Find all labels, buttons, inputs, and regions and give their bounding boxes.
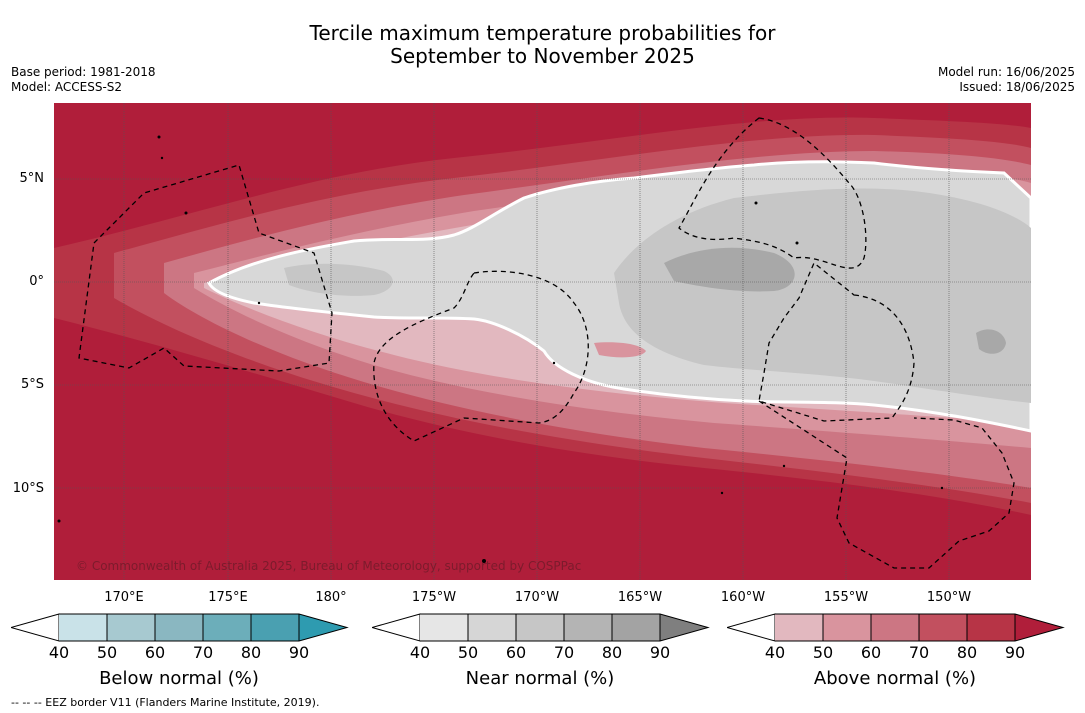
- lat-label-5n: 5°N: [19, 171, 45, 186]
- lat-label-10s: 10°S: [12, 481, 44, 496]
- above-normal-colorbar: [727, 613, 1065, 642]
- near-normal-swatch-40: [420, 614, 468, 641]
- near-tick-50: 50: [457, 643, 479, 662]
- lon-label-170e: 170°E: [104, 590, 144, 605]
- near-normal-title: Near normal (%): [465, 668, 615, 689]
- near-tick-60: 60: [505, 643, 527, 662]
- below-normal-swatch-40: [59, 614, 107, 641]
- near-normal-70-region: [664, 247, 795, 292]
- model-run: Model run: 16/06/2025: [937, 65, 1075, 79]
- island-marks: [57, 135, 944, 563]
- near-normal-extend-max: [660, 614, 708, 641]
- below-tick-70: 70: [192, 643, 214, 662]
- lon-label-175e: 175°E: [208, 590, 248, 605]
- map-title: Tercile maximum temperature probabilitie…: [0, 22, 1085, 68]
- above-normal-inset: [594, 342, 646, 358]
- lat-label-0: 0°: [29, 274, 44, 289]
- below-normal-extend-min: [11, 613, 60, 642]
- above-tick-40: 40: [764, 643, 786, 662]
- near-tick-90: 90: [649, 643, 671, 662]
- near-tick-70: 70: [553, 643, 575, 662]
- near-normal-swatch-80: [612, 614, 660, 641]
- lon-label-170w: 170°W: [514, 590, 560, 605]
- near-tick-40: 40: [409, 643, 431, 662]
- above-tick-60: 60: [860, 643, 882, 662]
- above-tick-80: 80: [956, 643, 978, 662]
- issued-date: Issued: 18/06/2025: [959, 80, 1075, 94]
- near-normal-60-region-west: [284, 263, 393, 296]
- below-normal-swatch-70: [203, 614, 251, 641]
- meta-right: Model run: 16/06/2025 Issued: 18/06/2025: [938, 65, 1075, 95]
- above-normal-swatch-50: [823, 614, 871, 641]
- eez-border-note: -- -- -- EEZ border V11 (Flanders Marine…: [11, 696, 320, 709]
- below-normal-swatch-50: [107, 614, 155, 641]
- above-normal-extend-max: [1015, 614, 1063, 641]
- meta-left: Base period: 1981-2018 Model: ACCESS-S2: [11, 65, 156, 95]
- above-normal-extend-min: [727, 613, 776, 642]
- above-tick-90: 90: [1004, 643, 1026, 662]
- lat-label-5s: 5°S: [20, 377, 44, 392]
- above-normal-title: Above normal (%): [813, 668, 977, 689]
- above-tick-50: 50: [812, 643, 834, 662]
- below-normal-swatch-80: [251, 614, 299, 641]
- near-normal-swatch-60: [516, 614, 564, 641]
- eez-borders: [78, 117, 1015, 569]
- below-tick-90: 90: [288, 643, 310, 662]
- below-normal-title: Below normal (%): [99, 668, 259, 689]
- near-normal-50-region: [614, 188, 1031, 403]
- model-name: Model: ACCESS-S2: [11, 80, 123, 94]
- above-normal-swatch-60: [871, 614, 919, 641]
- below-tick-50: 50: [96, 643, 118, 662]
- lon-label-150w: 150°W: [926, 590, 972, 605]
- near-normal-colorbar: [372, 613, 710, 642]
- near-normal-70-spot: [976, 329, 1006, 354]
- lon-label-155w: 155°W: [823, 590, 869, 605]
- near-normal-swatch-70: [564, 614, 612, 641]
- lon-label-180: 180°: [315, 590, 347, 605]
- near-normal-swatch-50: [468, 614, 516, 641]
- above-normal-swatch-80: [967, 614, 1015, 641]
- base-period: Base period: 1981-2018: [11, 65, 156, 79]
- lon-label-165w: 165°W: [617, 590, 663, 605]
- probability-map: [54, 103, 1031, 580]
- lon-label-175w: 175°W: [411, 590, 457, 605]
- above-normal-swatch-40: [775, 614, 823, 641]
- copyright-notice: © Commonwealth of Australia 2025, Bureau…: [76, 559, 582, 573]
- near-tick-80: 80: [601, 643, 623, 662]
- lon-label-160w: 160°W: [720, 590, 766, 605]
- below-normal-extend-max: [299, 614, 347, 641]
- below-normal-colorbar: [11, 613, 349, 642]
- title-line-1: Tercile maximum temperature probabilitie…: [309, 21, 776, 45]
- below-normal-swatch-60: [155, 614, 203, 641]
- below-tick-80: 80: [240, 643, 262, 662]
- graticule: [54, 103, 1031, 580]
- above-normal-swatch-70: [919, 614, 967, 641]
- below-tick-40: 40: [48, 643, 70, 662]
- title-line-2: September to November 2025: [390, 44, 695, 68]
- above-tick-70: 70: [908, 643, 930, 662]
- near-normal-extend-min: [372, 613, 421, 642]
- below-tick-60: 60: [144, 643, 166, 662]
